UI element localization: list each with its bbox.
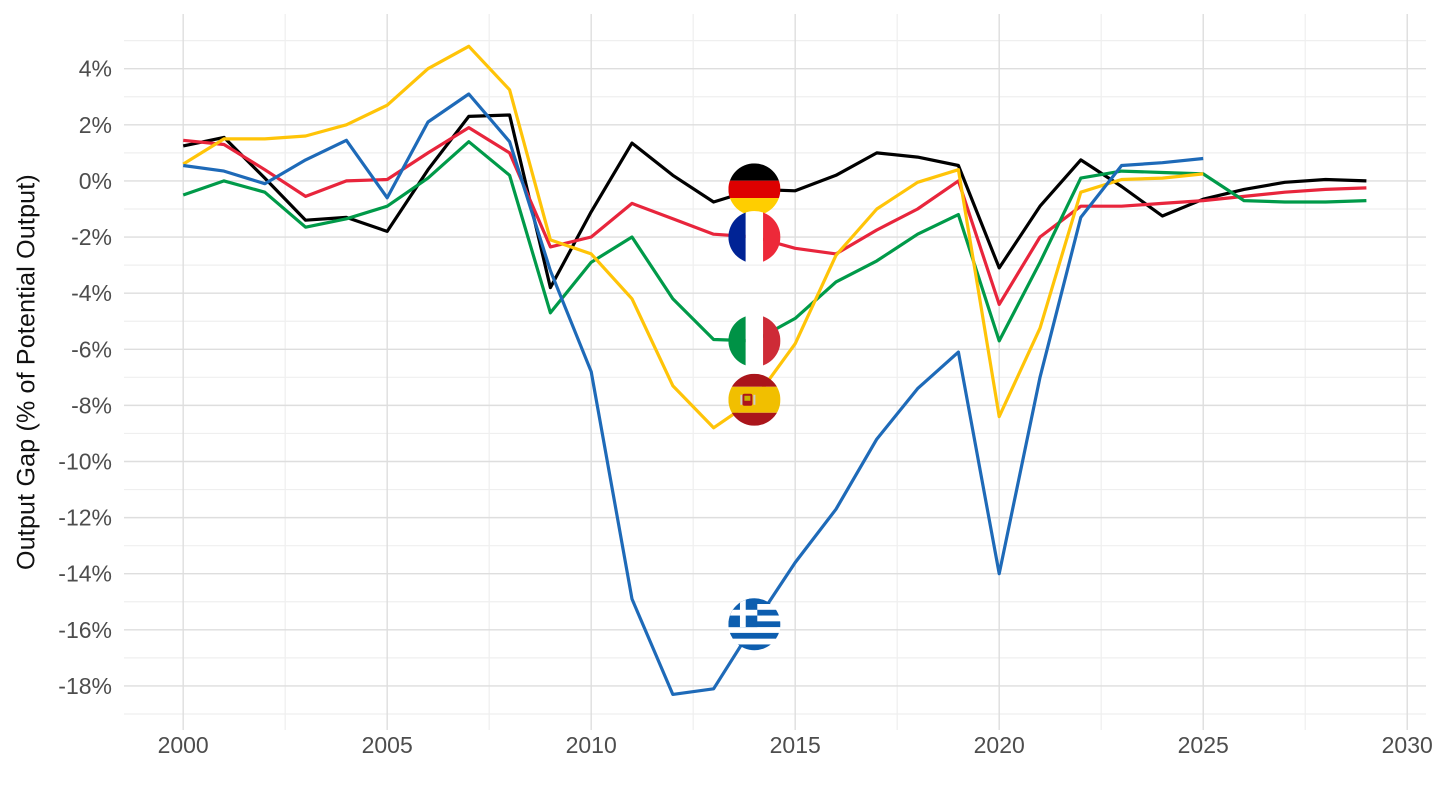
y-tick-label: -12% (58, 505, 112, 531)
y-tick-label: -6% (71, 336, 112, 362)
germany-flag-icon (728, 163, 781, 216)
y-tick-label: 0% (79, 168, 112, 194)
x-tick-label: 2025 (1178, 732, 1229, 758)
y-tick-label: -10% (58, 449, 112, 475)
y-tick-label: -2% (71, 224, 112, 250)
y-tick-label: -4% (71, 280, 112, 306)
spain-flag-icon (728, 373, 781, 426)
x-tick-label: 2020 (974, 732, 1025, 758)
y-tick-label: -8% (71, 392, 112, 418)
x-tick-label: 2010 (566, 732, 617, 758)
y-tick-label: -16% (58, 617, 112, 643)
y-tick-label: 4% (79, 56, 112, 82)
x-tick-label: 2000 (158, 732, 209, 758)
y-tick-label: -14% (58, 561, 112, 587)
greece-flag-icon (728, 598, 781, 651)
x-tick-label: 2030 (1382, 732, 1433, 758)
line-greece (182, 92, 1204, 697)
x-tick-label: 2005 (362, 732, 413, 758)
france-flag-icon (728, 211, 781, 264)
italy-flag-icon (728, 314, 781, 367)
x-tick-label: 2015 (770, 732, 821, 758)
line-spain (182, 44, 1204, 430)
y-tick-label: 2% (79, 112, 112, 138)
y-axis-title: Output Gap (% of Potential Output) (12, 174, 41, 570)
y-tick-label: -18% (58, 673, 112, 699)
